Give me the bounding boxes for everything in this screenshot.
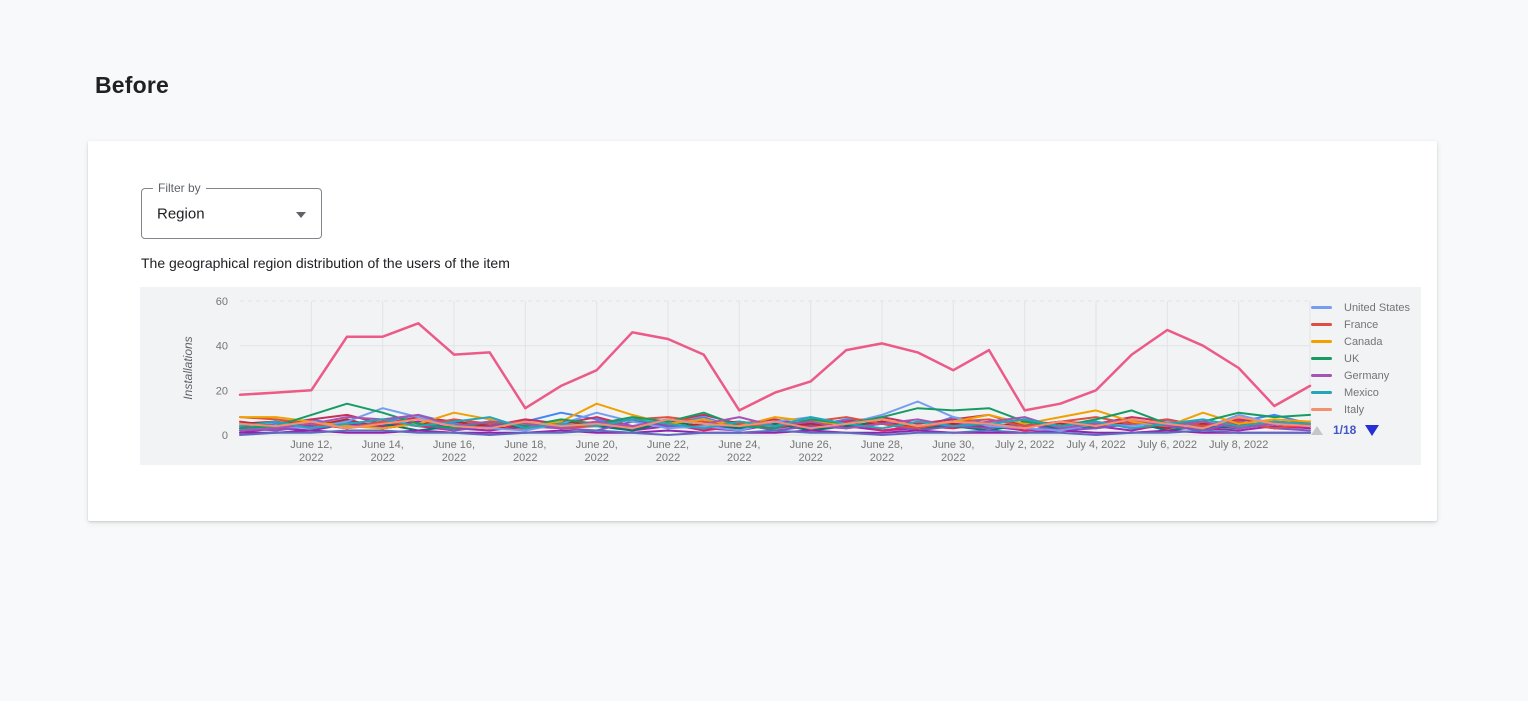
svg-text:0: 0 bbox=[222, 430, 228, 442]
legend-item[interactable]: UK bbox=[1311, 350, 1419, 367]
legend-item-label: France bbox=[1344, 318, 1379, 331]
legend-page-down-icon[interactable] bbox=[1365, 424, 1380, 436]
legend-item-label: United States bbox=[1344, 301, 1411, 314]
series-line-uk bbox=[239, 402, 1311, 430]
chart-legend: United States France Canada UK Germany M… bbox=[1311, 299, 1419, 418]
legend-item-label: Mexico bbox=[1344, 386, 1379, 399]
legend-page-indicator: 1/18 bbox=[1333, 423, 1357, 437]
legend-item-label: UK bbox=[1344, 352, 1360, 365]
legend-item[interactable]: United States bbox=[1311, 299, 1419, 316]
svg-text:June 14,2022: June 14, 2022 bbox=[362, 439, 404, 464]
legend-swatch bbox=[1311, 340, 1332, 343]
chevron-down-icon bbox=[296, 212, 306, 218]
legend-item[interactable]: France bbox=[1311, 316, 1419, 333]
legend-item-label: Canada bbox=[1344, 335, 1383, 348]
legend-page-up-icon[interactable] bbox=[1311, 425, 1323, 435]
svg-text:July 4, 2022: July 4, 2022 bbox=[1066, 439, 1125, 451]
svg-text:June 16,2022: June 16, 2022 bbox=[433, 439, 475, 464]
legend-swatch bbox=[1311, 408, 1332, 411]
legend-item[interactable]: Mexico bbox=[1311, 384, 1419, 401]
svg-text:June 20,2022: June 20, 2022 bbox=[576, 439, 618, 464]
y-axis-title: Installations bbox=[181, 336, 195, 399]
svg-text:July 2, 2022: July 2, 2022 bbox=[995, 439, 1054, 451]
legend-swatch bbox=[1311, 391, 1332, 394]
legend-swatch bbox=[1311, 306, 1332, 309]
svg-text:June 26,2022: June 26, 2022 bbox=[790, 439, 832, 464]
svg-text:July 6, 2022: July 6, 2022 bbox=[1138, 439, 1197, 451]
legend-pagination: 1/18 bbox=[1311, 422, 1380, 438]
chart-description: The geographical region distribution of … bbox=[141, 255, 510, 271]
svg-text:40: 40 bbox=[216, 341, 228, 353]
series-line-italy bbox=[239, 416, 1311, 430]
svg-text:June 12,2022: June 12, 2022 bbox=[290, 439, 332, 464]
legend-item-label: Italy bbox=[1344, 403, 1365, 416]
legend-item-label: Germany bbox=[1344, 369, 1390, 382]
svg-text:June 22,2022: June 22, 2022 bbox=[647, 439, 689, 464]
filter-by-label: Filter by bbox=[153, 181, 206, 195]
legend-item[interactable]: Canada bbox=[1311, 333, 1419, 350]
svg-text:60: 60 bbox=[216, 296, 228, 308]
filter-by-value: Region bbox=[157, 205, 205, 222]
series-line-mexico bbox=[239, 416, 1311, 430]
legend-item[interactable]: Germany bbox=[1311, 367, 1419, 384]
svg-text:June 24,2022: June 24, 2022 bbox=[718, 439, 760, 464]
legend-item[interactable]: Italy bbox=[1311, 401, 1419, 418]
legend-swatch bbox=[1311, 357, 1332, 360]
svg-text:July 8, 2022: July 8, 2022 bbox=[1209, 439, 1268, 451]
installations-line-chart: 0 20 40 60 June 12, 2022 June 14, 2022 June 16, 2… bbox=[181, 296, 1312, 464]
svg-text:June 18,2022: June 18, 2022 bbox=[504, 439, 546, 464]
legend-swatch bbox=[1311, 374, 1332, 377]
chart-panel: 0 20 40 60 June 12, 2022 June 14, 2022 June 16, 2… bbox=[140, 287, 1421, 465]
legend-swatch bbox=[1311, 323, 1332, 326]
svg-text:20: 20 bbox=[216, 385, 228, 397]
report-card: Filter by Region The geographical region… bbox=[88, 141, 1437, 521]
svg-text:June 30,2022: June 30, 2022 bbox=[932, 439, 974, 464]
series-line-highlight bbox=[238, 322, 1312, 412]
series-line-unlabeled-9 bbox=[239, 429, 1311, 436]
filter-by-select[interactable]: Filter by Region bbox=[141, 181, 322, 239]
page-title: Before bbox=[95, 72, 170, 98]
svg-text:June 28,2022: June 28, 2022 bbox=[861, 439, 903, 464]
